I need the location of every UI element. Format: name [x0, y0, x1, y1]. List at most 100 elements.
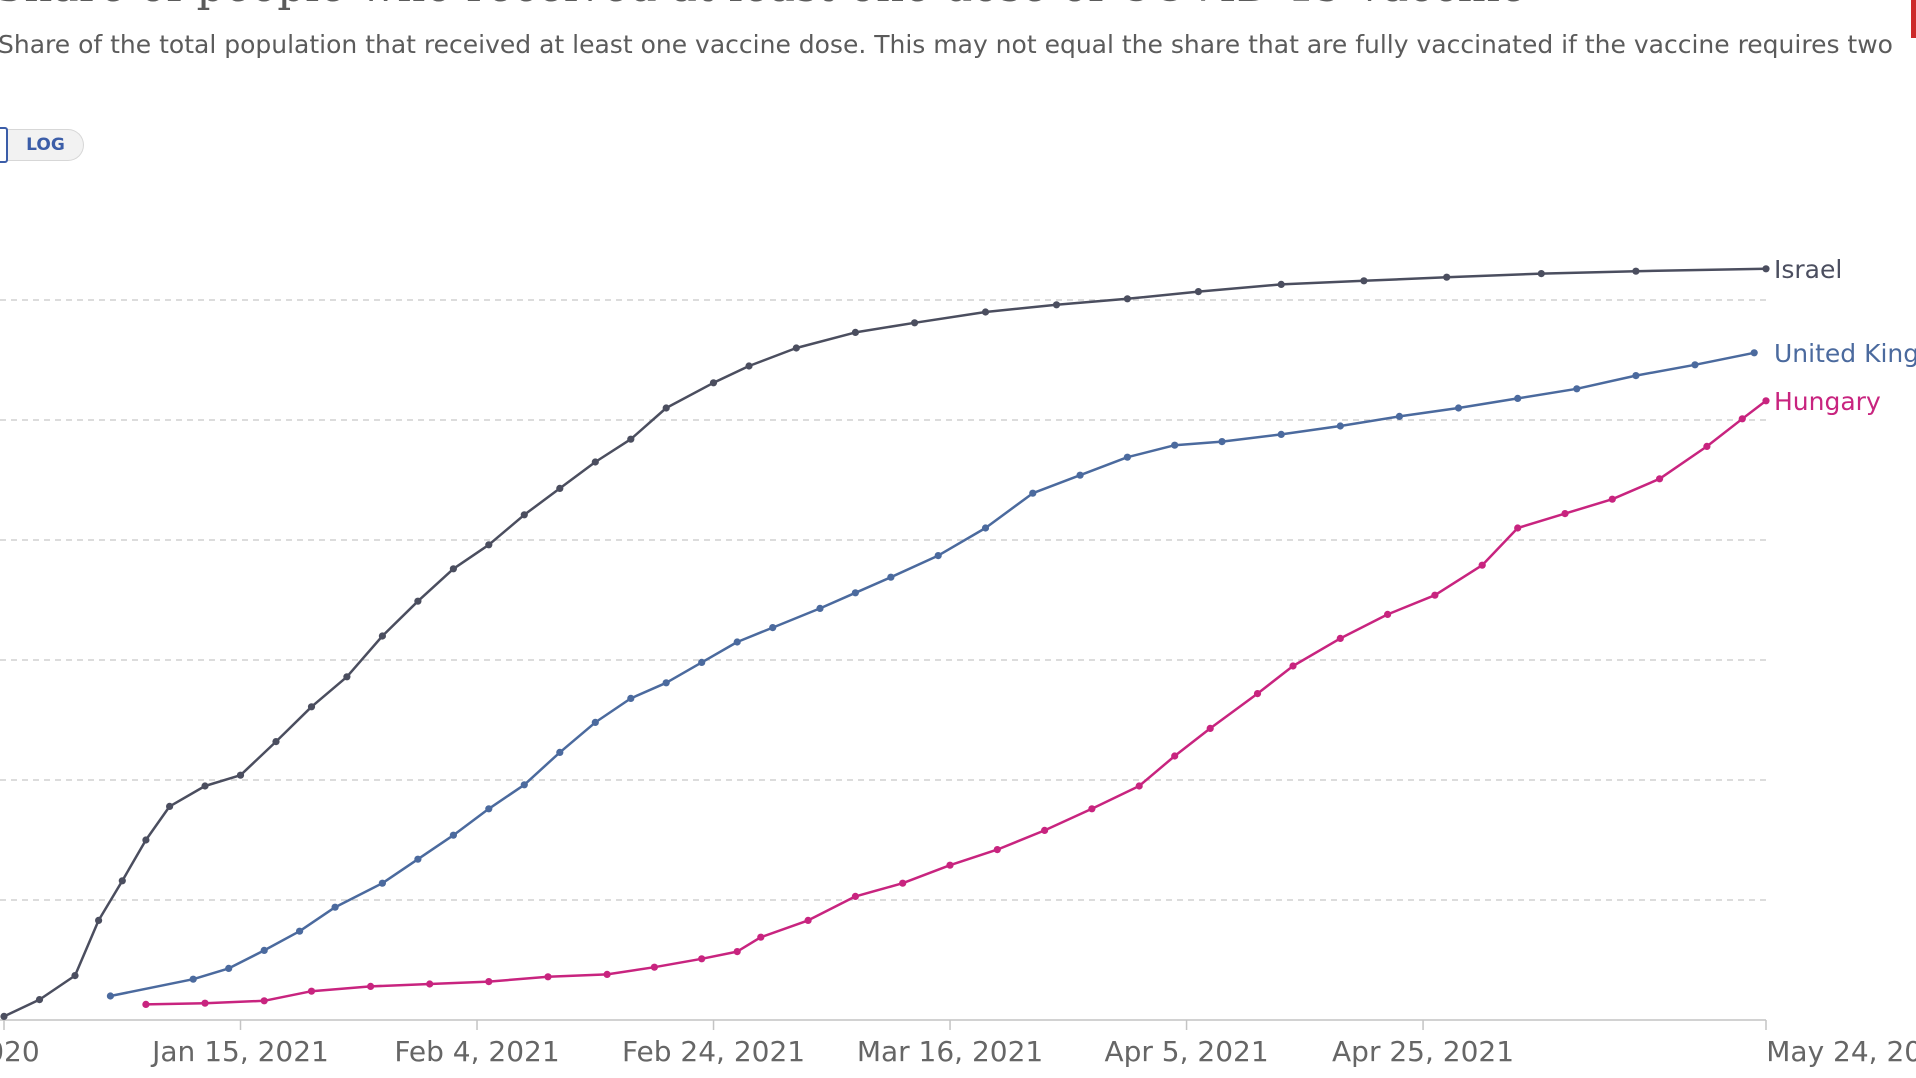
data-point-hungary — [1703, 442, 1711, 450]
data-point-israel — [71, 972, 79, 980]
data-point-israel — [745, 362, 753, 370]
data-point-israel — [662, 404, 670, 412]
data-point-hungary — [851, 892, 860, 901]
data-point-israel — [1360, 277, 1368, 285]
data-point-hungary — [1608, 495, 1616, 503]
data-point-united-kingdom — [331, 903, 339, 911]
series-line-israel — [3, 267, 1767, 1018]
log-scale-toggle[interactable]: LOG — [8, 129, 84, 161]
data-point-israel — [851, 328, 860, 336]
data-point-united-kingdom — [627, 694, 635, 703]
data-point-united-kingdom — [1029, 489, 1037, 497]
data-point-israel — [1762, 265, 1770, 273]
data-point-hungary — [1289, 662, 1297, 670]
data-point-israel — [414, 597, 422, 605]
data-point-israel — [709, 379, 718, 387]
data-point-israel — [1052, 301, 1061, 309]
series-labels: Israel United Kingdom Hungary — [1774, 255, 1916, 416]
data-point-israel — [307, 703, 316, 711]
data-point-hungary — [1384, 610, 1392, 619]
data-point-hungary — [1514, 524, 1522, 532]
data-point-israel — [1277, 280, 1285, 288]
data-point-israel — [591, 458, 599, 466]
data-point-israel — [449, 565, 457, 573]
data-point-united-kingdom — [414, 855, 422, 863]
data-point-israel — [118, 877, 126, 885]
data-point-israel — [142, 836, 150, 844]
data-point-united-kingdom — [449, 831, 457, 839]
data-point-hungary — [1762, 397, 1770, 405]
data-point-hungary — [260, 997, 268, 1005]
data-point-united-kingdom — [106, 992, 114, 1000]
x-tick-label: 2020 — [0, 1035, 40, 1068]
data-point-united-kingdom — [816, 604, 824, 613]
data-point-israel — [1194, 288, 1202, 296]
data-point-hungary — [142, 1000, 150, 1009]
data-point-united-kingdom — [520, 781, 528, 789]
data-point-hungary — [367, 982, 375, 991]
data-point-israel — [556, 484, 564, 492]
data-point-israel — [201, 782, 209, 790]
data-point-united-kingdom — [1632, 372, 1640, 380]
data-point-united-kingdom — [1691, 361, 1699, 369]
data-point-united-kingdom — [296, 927, 304, 935]
data-point-united-kingdom — [1514, 394, 1522, 402]
x-axis: 2020 Jan 15, 2021 Feb 4, 2021 Feb 24, 2021 M… — [0, 1019, 1916, 1068]
data-point-hungary — [757, 933, 765, 941]
data-point-hungary — [993, 846, 1001, 854]
data-point-united-kingdom — [698, 658, 706, 667]
data-point-hungary — [1253, 690, 1262, 698]
data-point-hungary — [1206, 724, 1214, 733]
data-point-united-kingdom — [769, 624, 777, 632]
x-tick-label: Feb 24, 2021 — [622, 1035, 805, 1068]
linear-scale-toggle[interactable] — [0, 127, 8, 163]
data-point-united-kingdom — [887, 573, 895, 581]
data-point-hungary — [1738, 415, 1746, 423]
data-point-hungary — [1656, 475, 1664, 483]
data-point-hungary — [804, 916, 812, 925]
x-tick-label: Feb 4, 2021 — [394, 1035, 559, 1068]
data-point-united-kingdom — [1454, 404, 1463, 412]
data-point-united-kingdom — [189, 975, 197, 983]
data-point-united-kingdom — [485, 805, 493, 813]
data-point-united-kingdom — [662, 679, 670, 687]
data-point-israel — [0, 1012, 8, 1021]
data-point-hungary — [1171, 752, 1179, 760]
data-point-united-kingdom — [851, 589, 860, 597]
data-point-united-kingdom — [1123, 453, 1131, 461]
data-point-israel — [1632, 267, 1640, 275]
data-point-united-kingdom — [1336, 422, 1344, 430]
series-line-hungary — [145, 399, 1767, 1006]
data-point-israel — [1443, 273, 1451, 281]
data-point-united-kingdom — [378, 879, 386, 887]
data-point-israel — [911, 319, 919, 327]
data-point-united-kingdom — [260, 946, 268, 955]
data-point-israel — [236, 771, 245, 779]
data-point-united-kingdom — [934, 552, 942, 560]
data-point-israel — [792, 344, 800, 352]
data-point-israel — [166, 802, 174, 811]
data-point-hungary — [946, 861, 954, 869]
data-point-israel — [627, 435, 635, 443]
chart-title: Share of people who received at least on… — [0, 0, 1526, 12]
data-point-hungary — [426, 980, 434, 988]
data-point-hungary — [1088, 805, 1096, 813]
data-point-hungary — [733, 948, 741, 956]
x-tick-label: Apr 25, 2021 — [1332, 1035, 1514, 1068]
data-point-israel — [485, 541, 493, 549]
data-point-hungary — [1478, 561, 1486, 569]
data-point-hungary — [1135, 782, 1143, 790]
data-point-united-kingdom — [1573, 385, 1581, 393]
x-tick-label: Apr 5, 2021 — [1104, 1035, 1268, 1068]
data-point-united-kingdom — [591, 718, 599, 727]
data-point-israel — [1537, 270, 1545, 278]
data-point-hungary — [1561, 509, 1569, 518]
data-point-israel — [981, 308, 990, 316]
data-point-united-kingdom — [1750, 349, 1758, 357]
data-point-united-kingdom — [733, 638, 741, 646]
series-label-united-kingdom: United Kingdom — [1774, 339, 1916, 368]
data-point-israel — [272, 738, 280, 746]
data-point-israel — [1123, 295, 1131, 303]
x-tick-label: May 24, 2021 — [1766, 1035, 1916, 1068]
